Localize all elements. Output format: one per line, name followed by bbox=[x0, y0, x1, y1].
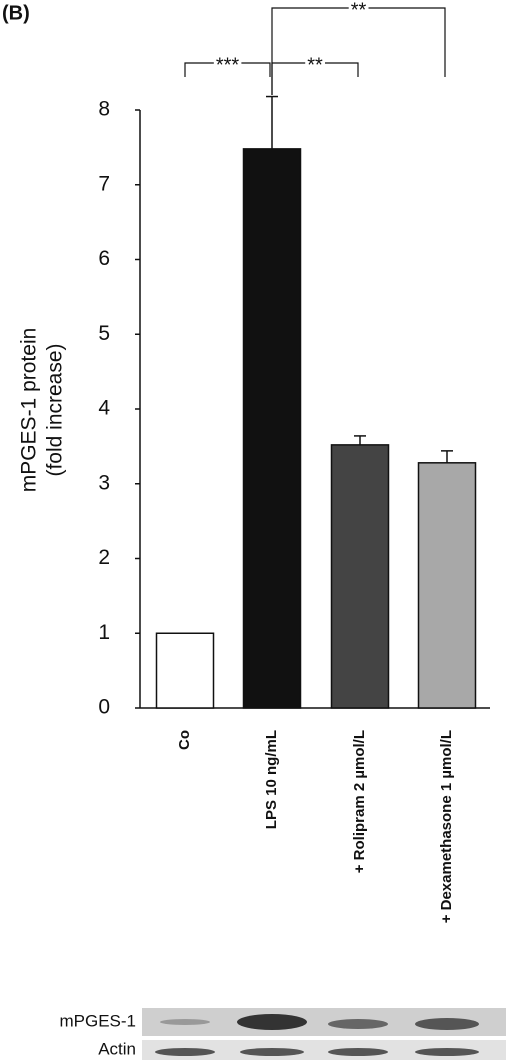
blot-band bbox=[328, 1048, 388, 1056]
y-tick-label: 1 bbox=[98, 621, 110, 644]
x-tick-label: + Rolipram 2 µmol/L bbox=[351, 730, 368, 873]
y-tick-label: 4 bbox=[98, 397, 110, 420]
blot-label: mPGES-1 bbox=[59, 1011, 136, 1030]
blot-band bbox=[160, 1019, 210, 1025]
y-tick-label: 7 bbox=[98, 172, 110, 195]
blot-band bbox=[415, 1018, 479, 1030]
blot-label: Actin bbox=[98, 1039, 136, 1058]
y-axis-title: mPGES-1 protein (fold increase) bbox=[18, 328, 67, 493]
blot: mPGES-1 Actin bbox=[59, 1008, 506, 1060]
y-axis-title-line: mPGES-1 protein bbox=[18, 328, 41, 493]
y-tick-label: 2 bbox=[98, 546, 110, 569]
y-tick-label: 0 bbox=[98, 696, 110, 719]
panel-label: (B) bbox=[2, 2, 30, 24]
blot-band bbox=[155, 1048, 215, 1056]
significance-label: *** bbox=[216, 54, 240, 76]
blot-strip bbox=[142, 1040, 506, 1060]
y-tick-label: 8 bbox=[98, 98, 110, 121]
x-tick-label: LPS 10 ng/mL bbox=[263, 730, 280, 829]
y-axis-title-line: (fold increase) bbox=[44, 343, 67, 476]
y-tick-label: 5 bbox=[98, 322, 110, 345]
significance-label: ** bbox=[351, 0, 367, 21]
blot-band bbox=[415, 1048, 479, 1056]
label-background bbox=[348, 5, 369, 11]
y-tick-label: 6 bbox=[98, 247, 110, 270]
label-background bbox=[213, 60, 242, 66]
bar bbox=[155, 632, 215, 709]
blot-band bbox=[328, 1019, 388, 1029]
label-background bbox=[305, 60, 325, 66]
blot-band bbox=[240, 1048, 304, 1056]
bar bbox=[417, 462, 477, 709]
blot-band bbox=[237, 1014, 307, 1030]
y-tick-label: 3 bbox=[98, 471, 110, 494]
significance-label: ** bbox=[307, 54, 323, 76]
bar bbox=[242, 148, 302, 709]
x-tick-label: + Dexamethasone 1 µmol/L bbox=[438, 730, 455, 923]
bar bbox=[330, 444, 390, 709]
x-tick-label: Co bbox=[176, 730, 193, 750]
